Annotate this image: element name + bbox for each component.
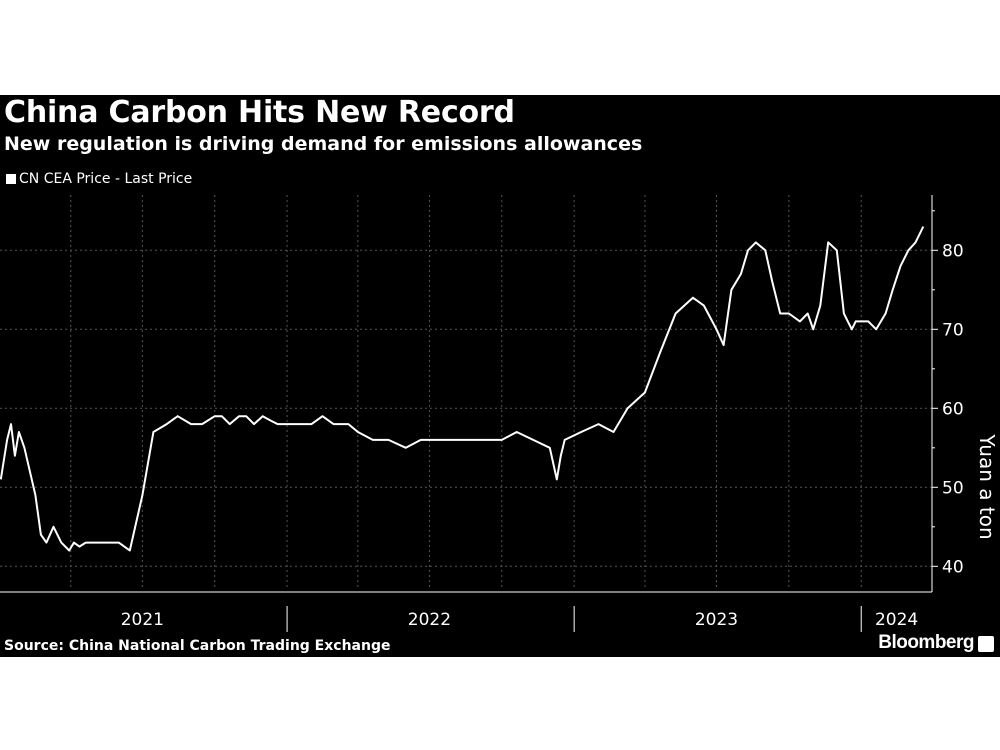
y-tick-label: 50 — [942, 478, 964, 498]
x-tick-label: 2022 — [408, 610, 451, 630]
chart-title: China Carbon Hits New Record — [4, 95, 515, 130]
legend: CN CEA Price - Last Price — [6, 171, 192, 187]
y-tick-label: 70 — [942, 320, 964, 340]
y-axis-label: Yuan a ton — [975, 433, 999, 539]
chart-subtitle: New regulation is driving demand for emi… — [4, 133, 643, 155]
x-tick-label: 2023 — [695, 610, 738, 630]
series-layer — [0, 226, 925, 552]
x-tick-label: 2021 — [121, 610, 164, 630]
source-note: Source: China National Carbon Trading Ex… — [4, 638, 391, 654]
grid — [0, 195, 932, 590]
y-tick-label: 60 — [942, 399, 964, 419]
x-tick-label: 2024 — [875, 610, 918, 630]
series-line — [0, 226, 925, 552]
y-tick-label: 40 — [942, 557, 964, 577]
line-chart: 40 50 60 70 80 2021 2022 2023 2024 Yuan a ton — [0, 195, 999, 632]
axes: 40 50 60 70 80 2021 2022 2023 2024 — [0, 195, 964, 632]
y-tick-label: 80 — [942, 241, 964, 261]
bloomberg-chart-icon — [978, 636, 994, 652]
brand-logo-text: Bloomberg — [878, 632, 974, 653]
legend-swatch — [6, 174, 16, 184]
legend-label: CN CEA Price - Last Price — [19, 171, 193, 187]
chart-panel: 40 50 60 70 80 2021 2022 2023 2024 Yuan a ton Ch… — [0, 95, 1000, 657]
